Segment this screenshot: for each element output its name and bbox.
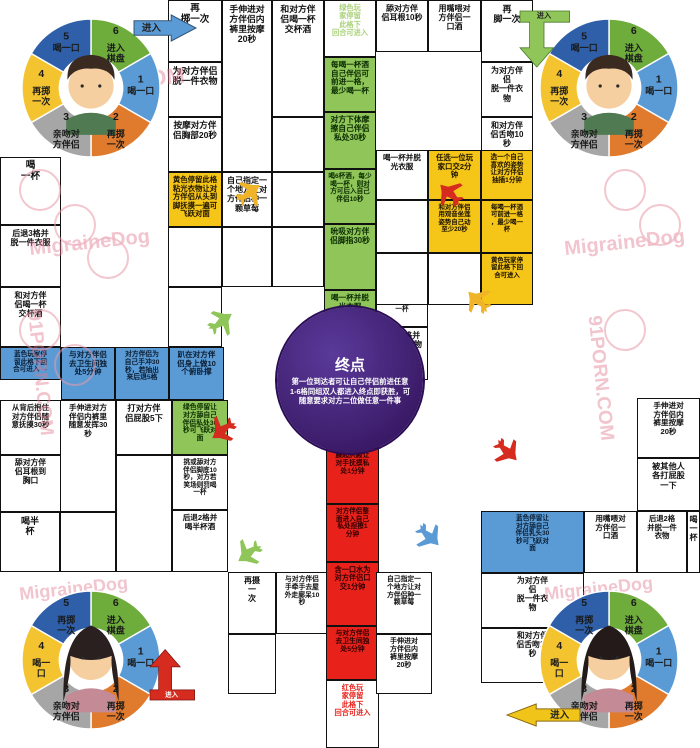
svg-text:MigraineDog: MigraineDog — [18, 573, 129, 604]
svg-text:一次: 一次 — [107, 139, 125, 150]
svg-text:6: 6 — [113, 25, 119, 37]
svg-text:方伴侣: 方伴侣 — [53, 711, 80, 722]
svg-text:再掷: 再掷 — [107, 128, 125, 139]
svg-text:进入: 进入 — [165, 689, 178, 698]
svg-text:5: 5 — [63, 31, 69, 43]
svg-text:一次: 一次 — [107, 711, 125, 722]
svg-text:棋盘: 棋盘 — [624, 53, 643, 64]
svg-text:5: 5 — [63, 597, 69, 609]
svg-text:91PORN.COM: 91PORN.COM — [584, 314, 618, 441]
svg-text:2: 2 — [113, 683, 119, 695]
svg-text:棋盘: 棋盘 — [106, 625, 125, 636]
svg-text:方伴侣: 方伴侣 — [571, 711, 598, 722]
svg-text:进入: 进入 — [537, 11, 552, 20]
svg-text:进入: 进入 — [625, 42, 643, 53]
svg-text:再掷: 再掷 — [57, 614, 75, 625]
svg-text:一次: 一次 — [32, 96, 50, 107]
svg-text:3: 3 — [63, 683, 69, 695]
svg-text:3: 3 — [63, 111, 69, 123]
svg-text:3: 3 — [581, 683, 587, 695]
svg-text:MigraineDog: MigraineDog — [563, 225, 686, 260]
svg-text:1: 1 — [656, 646, 662, 658]
svg-text:棋盘: 棋盘 — [106, 53, 125, 64]
svg-text:进入: 进入 — [107, 614, 125, 625]
svg-text:进入: 进入 — [625, 614, 643, 625]
svg-text:2: 2 — [631, 683, 637, 695]
svg-text:1: 1 — [138, 74, 144, 86]
svg-text:亲吻对: 亲吻对 — [571, 128, 598, 139]
svg-text:再掷: 再掷 — [32, 85, 50, 96]
svg-text:喝一: 喝一 — [32, 658, 50, 668]
svg-text:方伴侣: 方伴侣 — [53, 139, 80, 150]
svg-text:进入: 进入 — [107, 42, 125, 53]
svg-text:进入: 进入 — [550, 709, 570, 721]
svg-text:进入: 进入 — [142, 22, 162, 34]
svg-text:再掷: 再掷 — [625, 700, 643, 711]
svg-text:喝一口: 喝一口 — [53, 43, 80, 53]
svg-text:3: 3 — [581, 111, 587, 123]
svg-text:1: 1 — [138, 646, 144, 658]
svg-text:4: 4 — [556, 68, 562, 80]
svg-text:再掷: 再掷 — [550, 85, 568, 96]
svg-text:喝一口: 喝一口 — [127, 86, 154, 96]
svg-text:棋盘: 棋盘 — [624, 625, 643, 636]
svg-text:再掷: 再掷 — [107, 700, 125, 711]
svg-text:一次: 一次 — [625, 711, 643, 722]
svg-text:方伴侣: 方伴侣 — [571, 139, 598, 150]
svg-text:亲吻对: 亲吻对 — [53, 128, 80, 139]
svg-text:6: 6 — [631, 25, 637, 37]
svg-text:一次: 一次 — [550, 96, 568, 107]
svg-text:一次: 一次 — [57, 625, 75, 636]
svg-text:2: 2 — [113, 111, 119, 123]
svg-text:喝一口: 喝一口 — [571, 43, 598, 53]
svg-text:喝一口: 喝一口 — [127, 658, 154, 668]
svg-text:再掷: 再掷 — [625, 128, 643, 139]
svg-text:5: 5 — [581, 31, 587, 43]
svg-text:4: 4 — [38, 640, 44, 652]
svg-text:喝一口: 喝一口 — [645, 86, 672, 96]
svg-text:6: 6 — [113, 597, 119, 609]
svg-text:喝一口: 喝一口 — [645, 658, 672, 668]
svg-text:6: 6 — [631, 597, 637, 609]
svg-text:1: 1 — [656, 74, 662, 86]
svg-text:2: 2 — [631, 111, 637, 123]
svg-text:口: 口 — [37, 669, 46, 679]
svg-text:一次: 一次 — [625, 139, 643, 150]
svg-text:4: 4 — [38, 68, 44, 80]
svg-text:亲吻对: 亲吻对 — [53, 700, 80, 711]
svg-text:亲吻对: 亲吻对 — [571, 700, 598, 711]
